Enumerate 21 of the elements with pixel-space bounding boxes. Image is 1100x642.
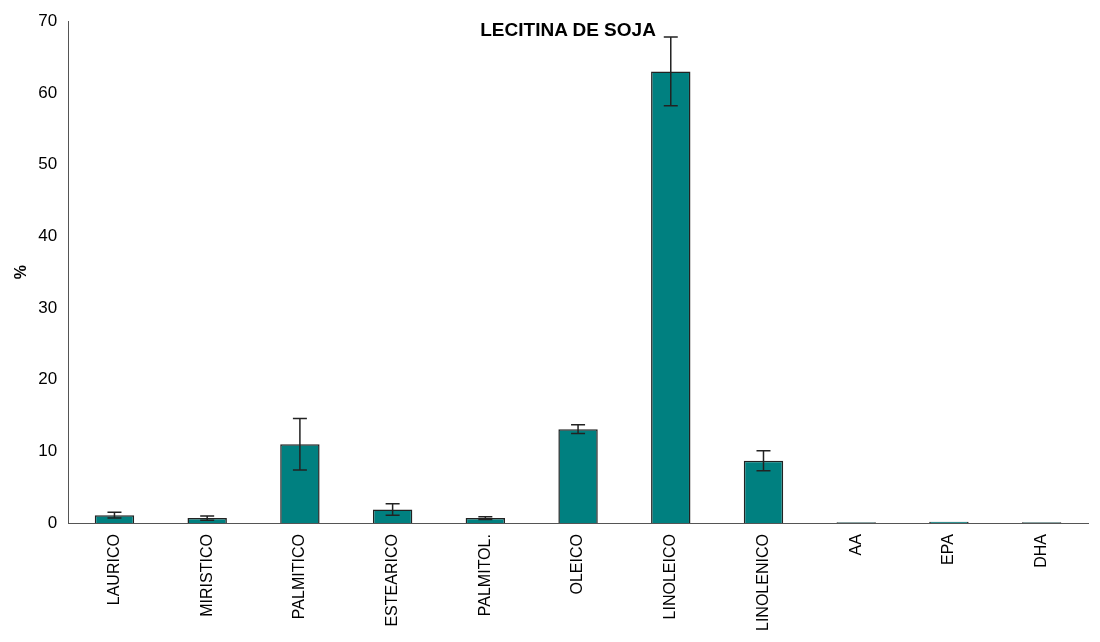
x-tick-label: EPA bbox=[939, 533, 957, 565]
x-tick-label: MIRISTICO bbox=[197, 534, 215, 617]
x-tick-label: LINOLEICO bbox=[661, 534, 679, 620]
x-tick-label: OLEICO bbox=[568, 534, 586, 595]
y-axis-title: % bbox=[12, 265, 30, 280]
y-tick-label: 20 bbox=[38, 369, 58, 389]
x-tick-label: DHA bbox=[1032, 533, 1050, 568]
y-tick-label: 70 bbox=[38, 10, 58, 30]
x-tick-label: PALMITOL. bbox=[475, 534, 493, 617]
y-tick-label: 60 bbox=[38, 82, 58, 102]
x-tick-label: ESTEARICO bbox=[383, 534, 401, 627]
y-tick-label: 0 bbox=[47, 512, 58, 532]
x-tick-label: LAURICO bbox=[104, 534, 122, 606]
y-tick-label: 40 bbox=[38, 225, 58, 245]
x-tick-label: AA bbox=[846, 533, 864, 556]
x-tick-label: PALMITICO bbox=[290, 534, 308, 620]
chart-title: LECITINA DE SOJA bbox=[480, 19, 657, 41]
x-tick-label: LINOLENICO bbox=[753, 534, 771, 632]
y-tick-label: 30 bbox=[38, 297, 58, 317]
y-tick-label: 50 bbox=[38, 154, 58, 174]
y-tick-label: 10 bbox=[38, 441, 58, 461]
